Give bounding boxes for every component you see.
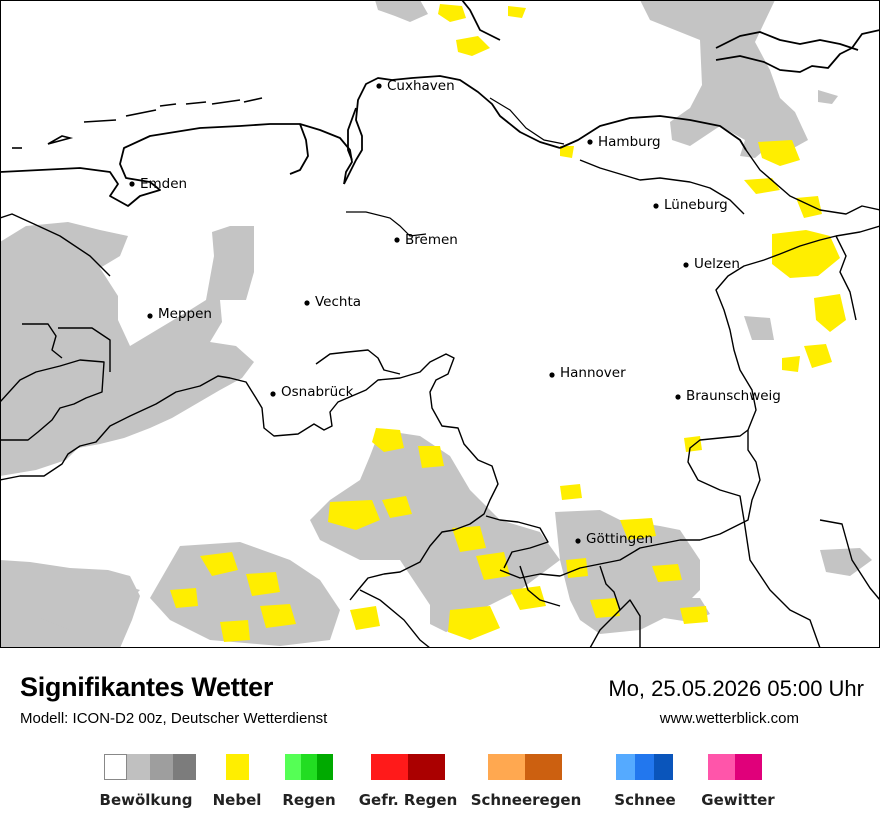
- legend-swatch: [708, 754, 735, 780]
- city-label: Lüneburg: [664, 197, 728, 213]
- legend-swatch: [317, 754, 333, 780]
- city-marker: Lüneburg: [653, 197, 728, 213]
- legend-gefr-regen: [371, 754, 445, 780]
- city-marker: Göttingen: [575, 531, 653, 547]
- city-label: Braunschweig: [686, 388, 781, 404]
- legend-label-schnee: Schnee: [614, 791, 676, 809]
- city-label: Vechta: [315, 294, 361, 310]
- city-label: Cuxhaven: [387, 78, 455, 94]
- city-marker: Meppen: [147, 306, 212, 322]
- city-label: Osnabrück: [281, 384, 354, 400]
- legend-gewitter: [708, 754, 762, 780]
- legend-swatch: [104, 754, 127, 780]
- legend-swatch: [654, 754, 673, 780]
- legend-schnee: [616, 754, 673, 780]
- city-label: Emden: [140, 176, 187, 192]
- legend-label-gewitter: Gewitter: [701, 791, 775, 809]
- legend-swatch: [173, 754, 196, 780]
- legend-swatch: [226, 754, 249, 780]
- city-marker: Vechta: [304, 294, 361, 310]
- weather-map: Cuxhaven Hamburg Emden Lüneburg Bremen U…: [0, 0, 880, 648]
- legend-swatch: [616, 754, 635, 780]
- legend-swatch: [127, 754, 150, 780]
- border-lines: [0, 149, 880, 648]
- city-label: Uelzen: [694, 256, 740, 272]
- legend-label-schneeregen: Schneeregen: [470, 791, 582, 809]
- legend-nebel: [226, 754, 249, 780]
- legend-swatch: [371, 754, 408, 780]
- city-marker: Bremen: [394, 232, 458, 248]
- city-marker: Hannover: [549, 365, 626, 381]
- forecast-datetime: Mo, 25.05.2026 05:00 Uhr: [608, 676, 864, 701]
- legend-regen: [285, 754, 333, 780]
- legend-swatch: [285, 754, 301, 780]
- legend-label-bewoelkung: Bewölkung: [99, 791, 193, 809]
- model-info: Modell: ICON-D2 00z, Deutscher Wetterdie…: [20, 710, 328, 727]
- legend-swatch: [488, 754, 525, 780]
- rivers: [346, 97, 565, 237]
- legend-swatch: [301, 754, 317, 780]
- city-marker: Osnabrück: [270, 384, 354, 400]
- city-marker: Emden: [129, 176, 187, 192]
- legend-swatch: [735, 754, 762, 780]
- city-markers: Cuxhaven Hamburg Emden Lüneburg Bremen U…: [129, 78, 781, 547]
- city-marker: Braunschweig: [675, 388, 781, 404]
- legend-swatch: [408, 754, 445, 780]
- legend-swatch: [525, 754, 562, 780]
- legend-label-regen: Regen: [282, 791, 336, 809]
- city-label: Hamburg: [598, 134, 661, 150]
- fog-layer: [170, 4, 846, 642]
- city-marker: Uelzen: [683, 256, 740, 272]
- legend-bewoelkung: [104, 754, 196, 780]
- coastline: [0, 0, 880, 207]
- map-footer: Signifikantes Wetter Modell: ICON-D2 00z…: [0, 648, 880, 830]
- city-marker: Cuxhaven: [376, 78, 455, 94]
- city-marker: Hamburg: [587, 134, 661, 150]
- website-link[interactable]: www.wetterblick.com: [659, 710, 799, 727]
- legend-label-gefr-regen: Gefr. Regen: [358, 791, 458, 809]
- legend-label-nebel: Nebel: [212, 791, 262, 809]
- islands: [12, 97, 263, 149]
- legend-swatch: [635, 754, 654, 780]
- city-label: Bremen: [405, 232, 458, 248]
- city-label: Göttingen: [586, 531, 653, 547]
- city-label: Hannover: [560, 365, 626, 381]
- legend-swatch: [150, 754, 173, 780]
- city-label: Meppen: [158, 306, 212, 322]
- page-title: Signifikantes Wetter: [20, 672, 274, 702]
- legend-schneeregen: [488, 754, 562, 780]
